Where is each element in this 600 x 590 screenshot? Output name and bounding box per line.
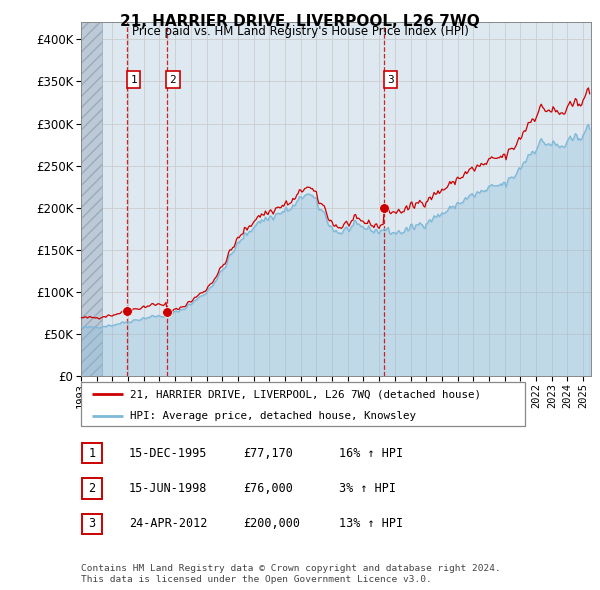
- Text: 15-JUN-1998: 15-JUN-1998: [129, 482, 208, 495]
- Text: 3: 3: [88, 517, 95, 530]
- Text: HPI: Average price, detached house, Knowsley: HPI: Average price, detached house, Know…: [130, 411, 416, 421]
- Text: £76,000: £76,000: [243, 482, 293, 495]
- Text: 21, HARRIER DRIVE, LIVERPOOL, L26 7WQ (detached house): 21, HARRIER DRIVE, LIVERPOOL, L26 7WQ (d…: [130, 389, 481, 399]
- Text: £77,170: £77,170: [243, 447, 293, 460]
- FancyBboxPatch shape: [81, 382, 525, 426]
- Text: Price paid vs. HM Land Registry's House Price Index (HPI): Price paid vs. HM Land Registry's House …: [131, 25, 469, 38]
- Text: 1: 1: [88, 447, 95, 460]
- FancyBboxPatch shape: [82, 443, 101, 463]
- Text: 24-APR-2012: 24-APR-2012: [129, 517, 208, 530]
- Text: 16% ↑ HPI: 16% ↑ HPI: [339, 447, 403, 460]
- Text: Contains HM Land Registry data © Crown copyright and database right 2024.: Contains HM Land Registry data © Crown c…: [81, 565, 501, 573]
- Text: This data is licensed under the Open Government Licence v3.0.: This data is licensed under the Open Gov…: [81, 575, 432, 584]
- Text: 1: 1: [130, 75, 137, 85]
- FancyBboxPatch shape: [82, 478, 101, 499]
- Text: 13% ↑ HPI: 13% ↑ HPI: [339, 517, 403, 530]
- Text: 2: 2: [170, 75, 176, 85]
- FancyBboxPatch shape: [82, 514, 101, 534]
- Text: 15-DEC-1995: 15-DEC-1995: [129, 447, 208, 460]
- Text: 3: 3: [387, 75, 394, 85]
- Text: 21, HARRIER DRIVE, LIVERPOOL, L26 7WQ: 21, HARRIER DRIVE, LIVERPOOL, L26 7WQ: [120, 14, 480, 28]
- Text: £200,000: £200,000: [243, 517, 300, 530]
- Text: 3% ↑ HPI: 3% ↑ HPI: [339, 482, 396, 495]
- Text: 2: 2: [88, 482, 95, 495]
